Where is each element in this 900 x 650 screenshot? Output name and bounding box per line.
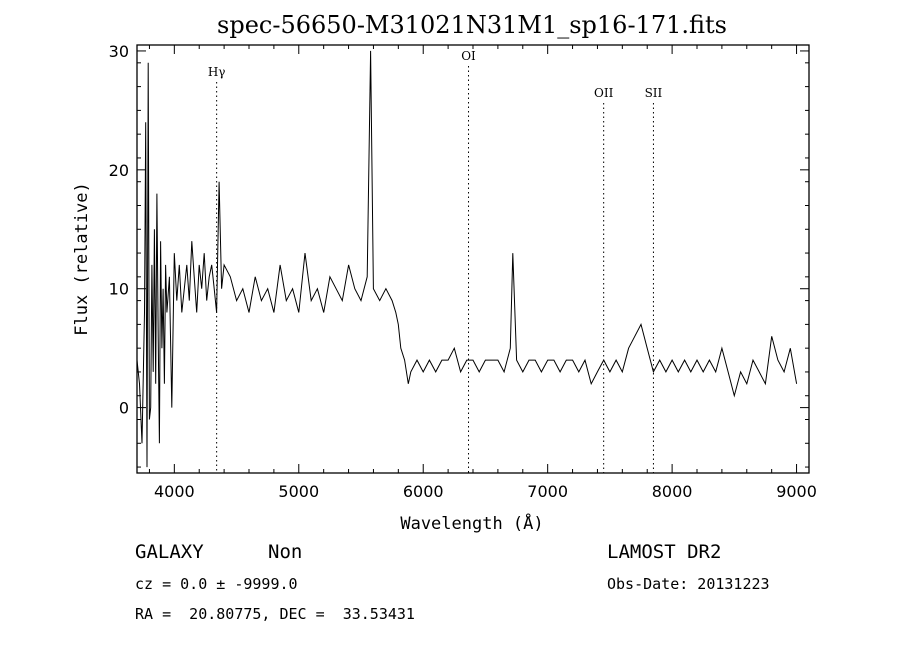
coordinates-info: RA = 20.80775, DEC = 33.53431 (135, 605, 415, 623)
y-tick-label: 20 (109, 161, 129, 180)
x-tick-label: 8000 (652, 482, 693, 501)
x-axis-label: Wavelength (Å) (400, 512, 543, 534)
spectrum-line (137, 50, 798, 468)
x-tick-label: 4000 (154, 482, 195, 501)
redshift-info: cz = 0.0 ± -9999.0 (135, 575, 298, 593)
observation-date: Obs-Date: 20131223 (607, 575, 770, 593)
y-tick-label: 0 (119, 399, 129, 418)
object-class: GALAXY (135, 541, 204, 563)
y-tick-label: 30 (109, 42, 129, 61)
object-subclass: Non (268, 541, 303, 563)
spectral-line-label: OII (594, 86, 614, 100)
plot-frame (136, 44, 810, 474)
spectral-line-label: OI (461, 49, 476, 63)
spectral-line-label: Hγ (208, 65, 226, 79)
x-tick-label: 6000 (403, 482, 444, 501)
x-tick-label: 5000 (278, 482, 319, 501)
spectral-line-label: SII (645, 86, 663, 100)
x-tick-label: 7000 (527, 482, 568, 501)
chart-title: spec-56650-M31021N31M1_sp16-171.fits (217, 11, 727, 39)
plot-area: 4000 5000 6000 7000 8000 9000 0 10 20 30 Hγ OI OII SI… (109, 42, 817, 501)
y-axis-label: Flux (relative) (72, 182, 92, 336)
y-tick-label: 10 (109, 280, 129, 299)
x-tick-label: 9000 (776, 482, 817, 501)
survey-name: LAMOST DR2 (607, 541, 722, 563)
